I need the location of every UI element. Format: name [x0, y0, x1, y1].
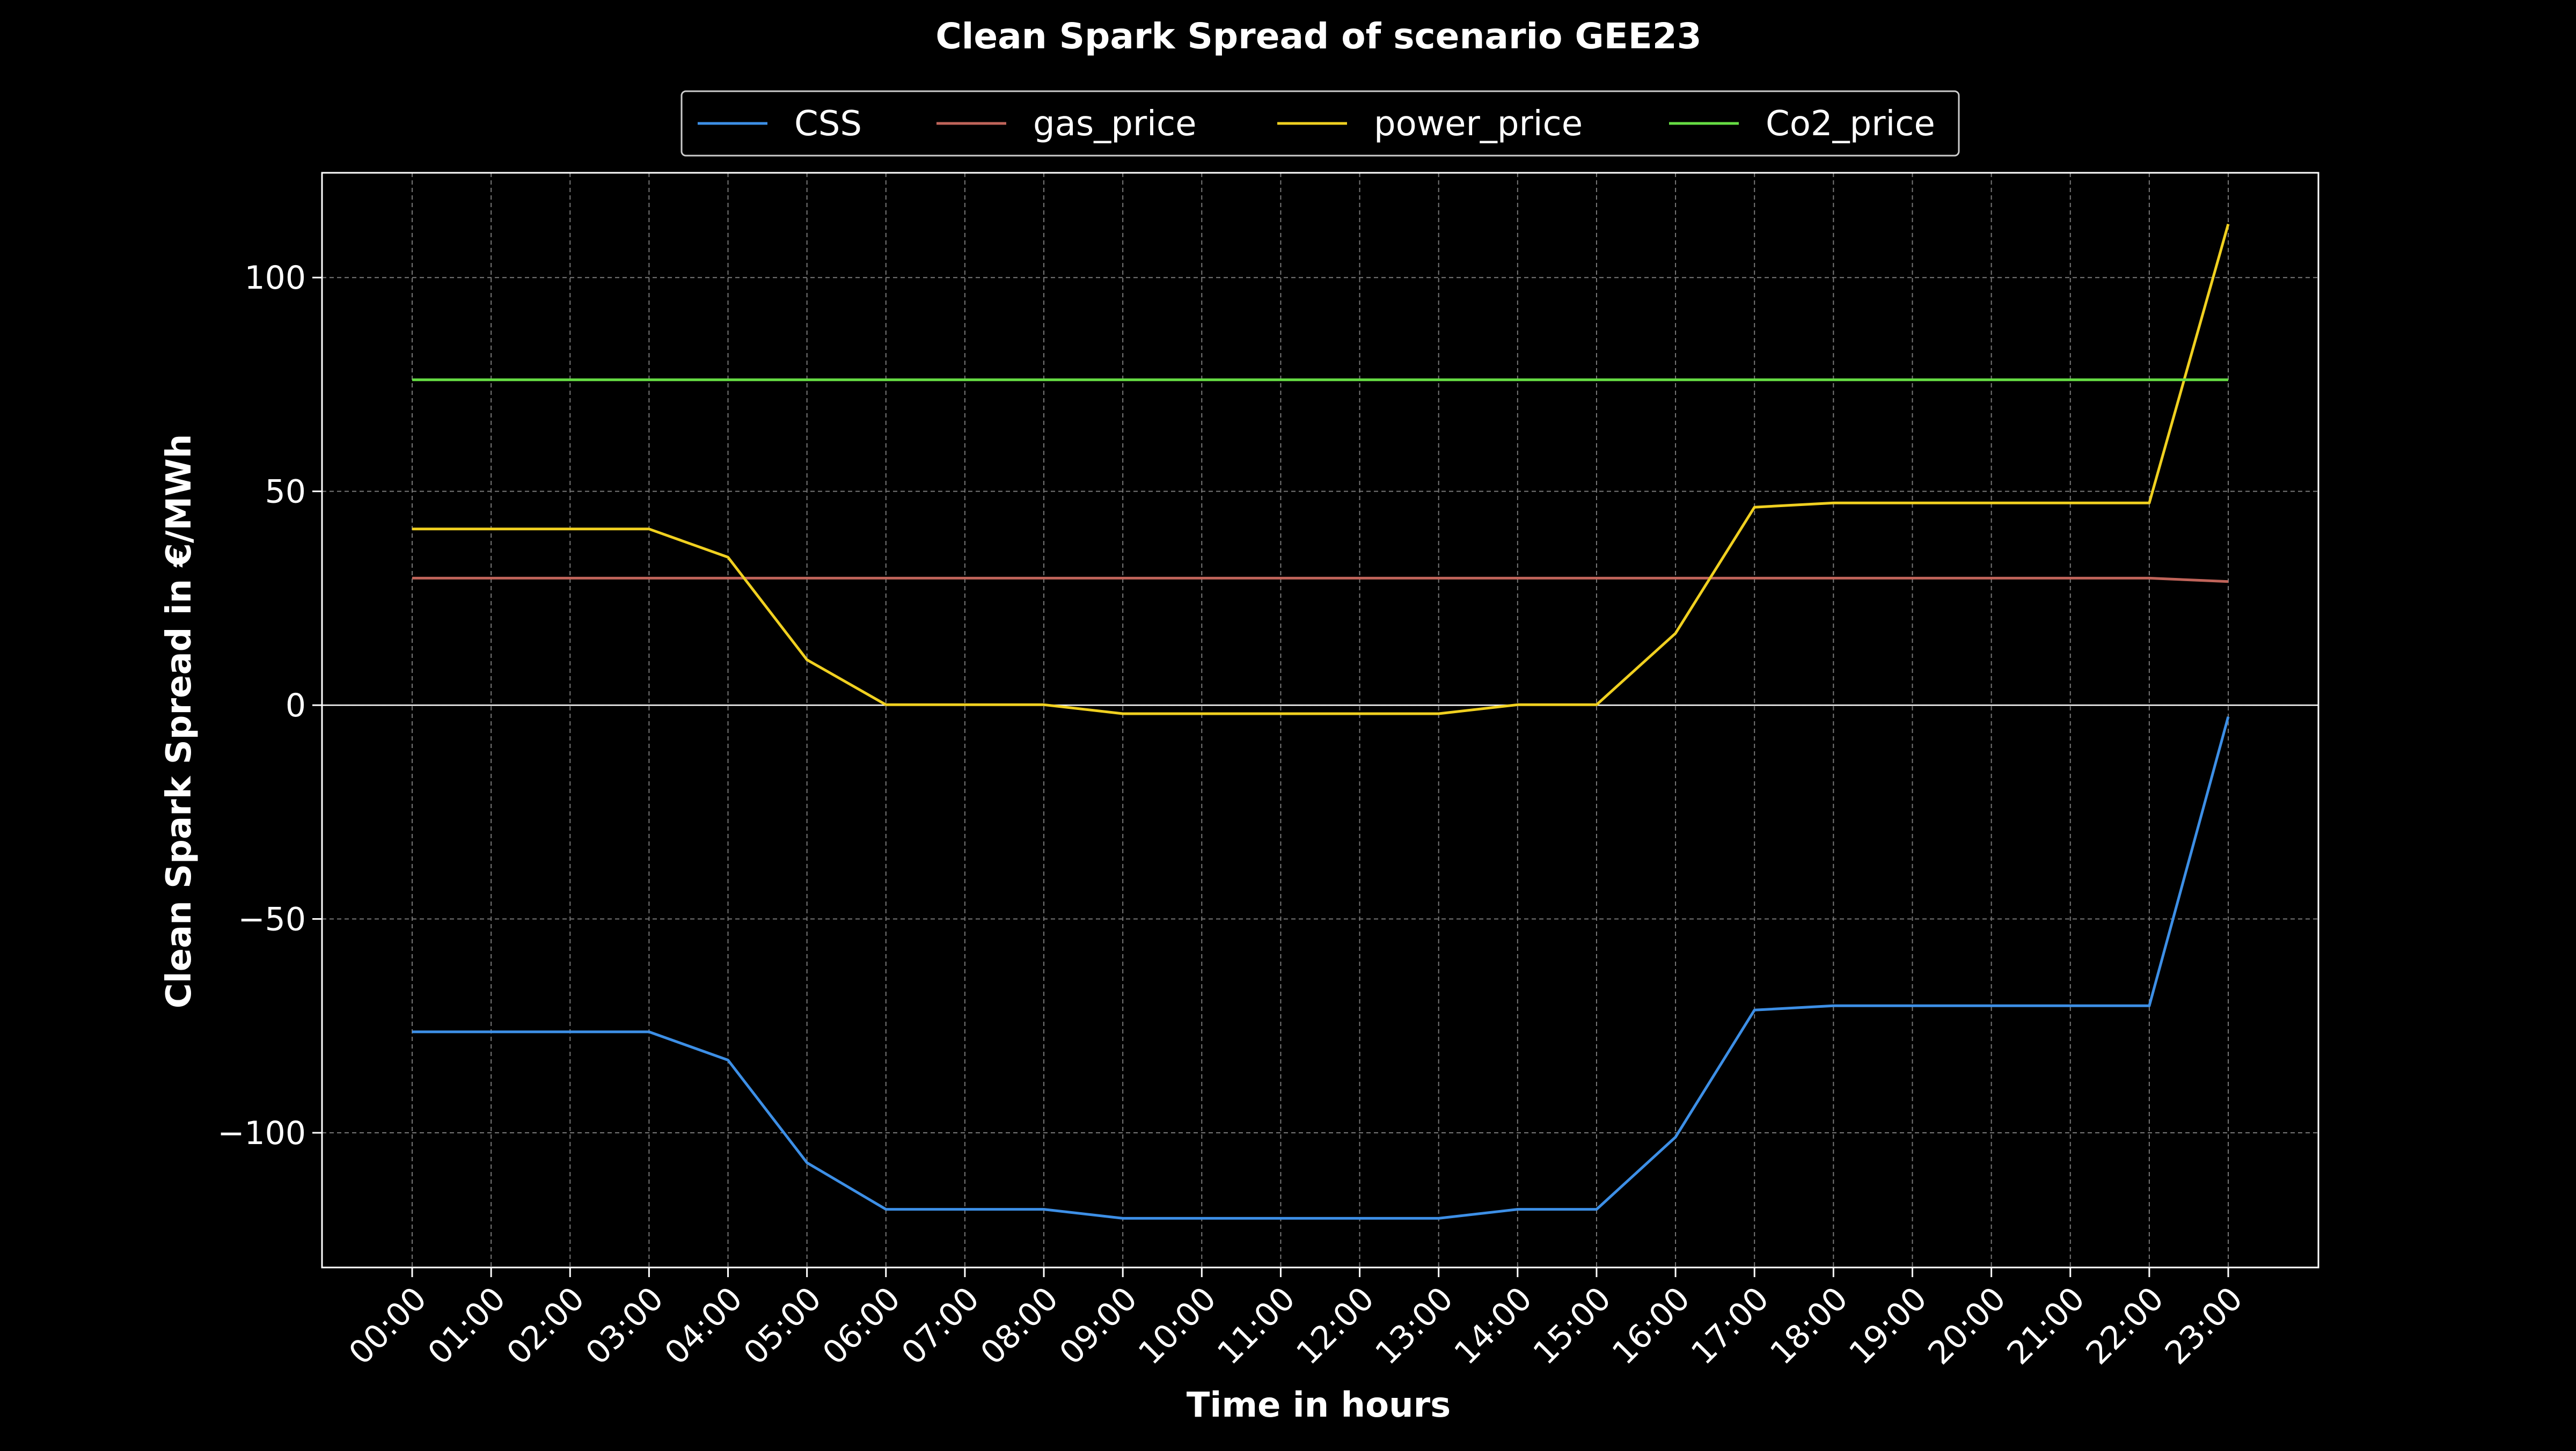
x-tick-label: 15:00	[1526, 1280, 1619, 1372]
x-tick-label: 04:00	[657, 1280, 750, 1372]
x-tick-label: 07:00	[895, 1280, 987, 1372]
series-line-gas-price	[412, 576, 2229, 583]
legend-label: Co2_price	[1766, 104, 1935, 144]
x-tick-label: 14:00	[1447, 1280, 1540, 1372]
x-axis-label: Time in hours	[1187, 1386, 1451, 1425]
x-tick-label: 11:00	[1210, 1280, 1302, 1372]
x-tick-label: 08:00	[974, 1280, 1066, 1372]
x-tick-label: 10:00	[1131, 1280, 1224, 1372]
x-tick-label: 03:00	[579, 1280, 671, 1372]
y-tick-label: 0	[286, 687, 306, 724]
x-tick-label: 23:00	[2158, 1280, 2250, 1372]
x-tick-label: 21:00	[2000, 1280, 2092, 1372]
y-tick-label: 50	[265, 473, 306, 511]
x-tick-label: 17:00	[1684, 1280, 1776, 1372]
x-tick-label: 13:00	[1368, 1280, 1461, 1372]
x-tick-label: 02:00	[500, 1280, 592, 1372]
x-tick-label: 12:00	[1289, 1280, 1381, 1372]
x-tick-label: 18:00	[1763, 1280, 1855, 1372]
legend-label: CSS	[794, 104, 862, 144]
x-tick-label: 16:00	[1605, 1280, 1697, 1372]
x-tick-label: 01:00	[421, 1280, 513, 1372]
y-tick-label: 100	[244, 259, 306, 297]
y-tick-label: −50	[238, 901, 306, 939]
legend-label: gas_price	[1033, 104, 1196, 144]
x-tick-label: 20:00	[1921, 1280, 2013, 1372]
x-tick-label: 00:00	[342, 1280, 434, 1372]
series-line-power-price	[412, 223, 2230, 715]
y-tick-label: −100	[217, 1115, 306, 1152]
plot-frame	[321, 172, 2319, 1269]
x-tick-label: 22:00	[2079, 1280, 2171, 1372]
x-tick-label: 19:00	[1842, 1280, 1934, 1372]
chart-title: Clean Spark Spread of scenario GEE23	[935, 16, 1701, 57]
legend-label: power_price	[1374, 104, 1583, 144]
series-line-css	[412, 716, 2230, 1220]
y-axis-label: Clean Spark Spread in €/MWh	[159, 434, 199, 1009]
x-tick-label: 09:00	[1052, 1280, 1145, 1372]
x-tick-label: 05:00	[736, 1280, 829, 1372]
x-tick-label: 06:00	[816, 1280, 908, 1372]
legend: CSS gas_price power_price Co2_price	[680, 90, 1960, 157]
